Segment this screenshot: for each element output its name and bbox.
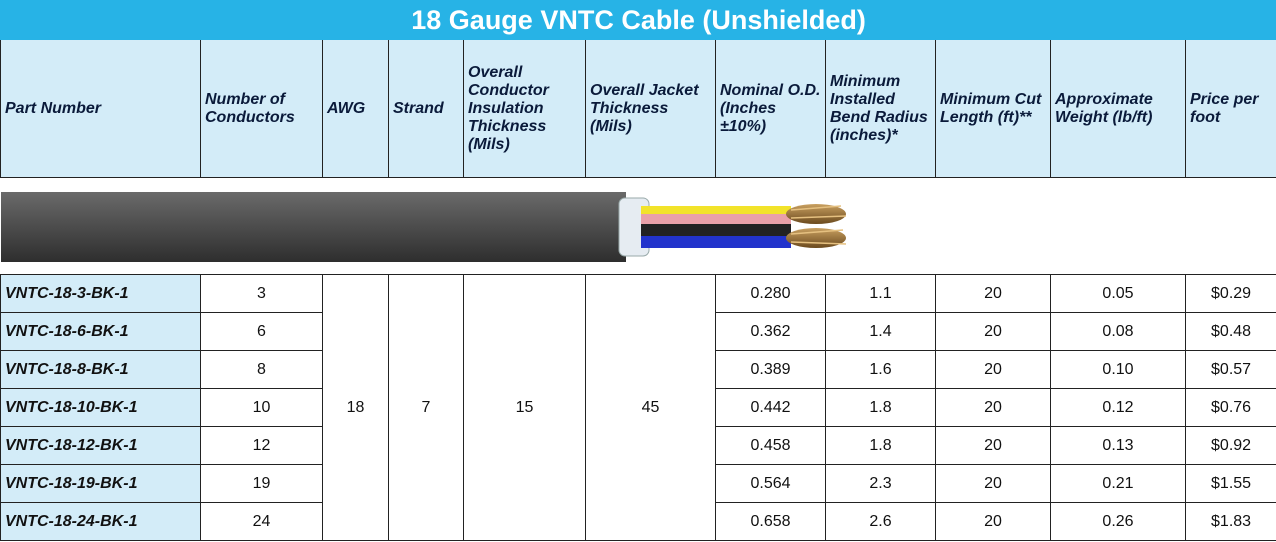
cut: 20 [936,465,1051,503]
column-header: Nominal O.D. (Inches ±10%) [716,40,826,178]
cut: 20 [936,313,1051,351]
conductors: 10 [201,389,323,427]
price: $0.57 [1186,351,1276,389]
od: 0.564 [716,465,826,503]
od: 0.362 [716,313,826,351]
conductors: 6 [201,313,323,351]
od: 0.442 [716,389,826,427]
spec-table: 18 Gauge VNTC Cable (Unshielded) Part Nu… [0,0,1276,541]
conductors: 24 [201,503,323,541]
column-header: Approximate Weight (lb/ft) [1051,40,1186,178]
column-header: Strand [389,40,464,178]
conductors: 8 [201,351,323,389]
column-header: Number of Conductors [201,40,323,178]
od: 0.458 [716,427,826,465]
conductors: 19 [201,465,323,503]
weight: 0.26 [1051,503,1186,541]
od: 0.389 [716,351,826,389]
part-number: VNTC-18-24-BK-1 [1,503,201,541]
part-number: VNTC-18-10-BK-1 [1,389,201,427]
weight: 0.05 [1051,275,1186,313]
od: 0.280 [716,275,826,313]
conductors: 3 [201,275,323,313]
cut: 20 [936,351,1051,389]
weight: 0.13 [1051,427,1186,465]
part-number: VNTC-18-12-BK-1 [1,427,201,465]
column-header: Overall Jacket Thickness (Mils) [586,40,716,178]
part-number: VNTC-18-6-BK-1 [1,313,201,351]
weight: 0.10 [1051,351,1186,389]
column-header: Overall Conductor Insulation Thickness (… [464,40,586,178]
weight: 0.08 [1051,313,1186,351]
page: 18 Gauge VNTC Cable (Unshielded) Part Nu… [0,0,1276,542]
column-header: Part Number [1,40,201,178]
bend: 2.6 [826,503,936,541]
od: 0.658 [716,503,826,541]
cable-image-cell [1,178,1276,275]
price: $1.83 [1186,503,1276,541]
weight: 0.12 [1051,389,1186,427]
jacket: 45 [586,275,716,541]
part-number: VNTC-18-8-BK-1 [1,351,201,389]
cut: 20 [936,427,1051,465]
table-title: 18 Gauge VNTC Cable (Unshielded) [1,1,1276,40]
column-header: Minimum Installed Bend Radius (inches)* [826,40,936,178]
column-header: Price per foot [1186,40,1276,178]
price: $1.55 [1186,465,1276,503]
cable-image [1,178,1276,274]
conductors: 12 [201,427,323,465]
bend: 1.6 [826,351,936,389]
price: $0.29 [1186,275,1276,313]
bend: 1.8 [826,389,936,427]
insulation: 15 [464,275,586,541]
column-header: Minimum Cut Length (ft)** [936,40,1051,178]
part-number: VNTC-18-19-BK-1 [1,465,201,503]
price: $0.48 [1186,313,1276,351]
weight: 0.21 [1051,465,1186,503]
column-header: AWG [323,40,389,178]
cut: 20 [936,275,1051,313]
part-number: VNTC-18-3-BK-1 [1,275,201,313]
price: $0.92 [1186,427,1276,465]
price: $0.76 [1186,389,1276,427]
awg: 18 [323,275,389,541]
bend: 2.3 [826,465,936,503]
bend: 1.8 [826,427,936,465]
strand: 7 [389,275,464,541]
cut: 20 [936,503,1051,541]
cut: 20 [936,389,1051,427]
bend: 1.1 [826,275,936,313]
bend: 1.4 [826,313,936,351]
